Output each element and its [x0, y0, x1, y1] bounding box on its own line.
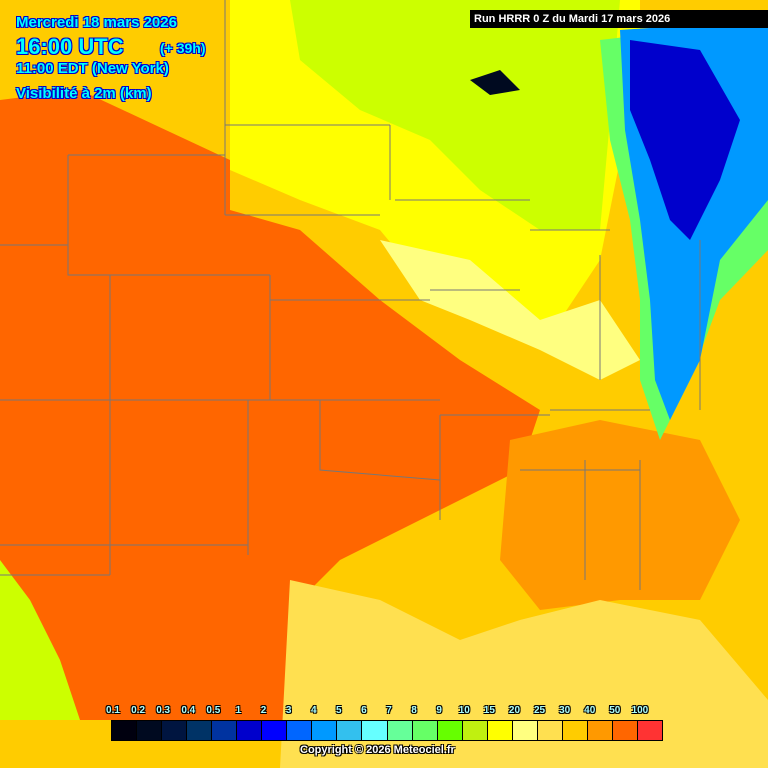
- legend-label: 5: [336, 705, 342, 716]
- legend-label: 0.1: [106, 705, 120, 716]
- legend-swatch: [387, 721, 413, 740]
- legend-swatch: [212, 721, 238, 740]
- field-green-southwest: [0, 560, 80, 720]
- legend-label: 7: [386, 705, 392, 716]
- parameter-title: Visibilité à 2m (km): [16, 85, 152, 102]
- forecast-date: Mercredi 18 mars 2026: [16, 14, 177, 31]
- legend-swatch: [462, 721, 488, 740]
- state-borders: [0, 0, 701, 590]
- legend-label: 9: [436, 705, 442, 716]
- legend-swatch: [362, 721, 388, 740]
- legend-swatch: [537, 721, 563, 740]
- legend-swatch: [337, 721, 363, 740]
- field-orange-southeast: [500, 420, 740, 610]
- legend-swatch: [587, 721, 613, 740]
- legend-swatch: [287, 721, 313, 740]
- legend-label: 6: [361, 705, 367, 716]
- legend-label: 40: [584, 705, 596, 716]
- lake-superior: [470, 70, 520, 95]
- legend-label: 3: [285, 705, 292, 716]
- legend-swatch: [312, 721, 338, 740]
- field-darkblue-east: [630, 40, 740, 240]
- legend-label: 0.2: [131, 705, 146, 716]
- forecast-time-utc: 16:00 UTC: [16, 34, 124, 59]
- copyright: Copyright © 2026 Meteociel.fr: [300, 744, 455, 756]
- legend-swatch: [437, 721, 463, 740]
- field-orange-west: [0, 90, 540, 720]
- legend-label: 100: [631, 705, 649, 716]
- run-label: Run HRRR 0 Z du Mardi 17 mars 2026: [470, 10, 768, 28]
- legend-swatch: [412, 721, 438, 740]
- legend-label: 10: [458, 705, 470, 716]
- legend-swatch: [137, 721, 163, 740]
- legend-swatch: [612, 721, 638, 740]
- legend-swatch: [562, 721, 588, 740]
- legend-label: 30: [559, 705, 571, 716]
- legend-swatch: [262, 721, 288, 740]
- legend-swatch: [112, 721, 138, 740]
- legend-swatch: [487, 721, 513, 740]
- legend-swatch: [162, 721, 188, 740]
- forecast-lead-time: (+ 39h): [160, 40, 206, 56]
- legend-label: 8: [411, 705, 417, 716]
- color-legend: [111, 720, 663, 741]
- legend-label: 2: [260, 705, 267, 716]
- legend-swatch: [637, 721, 663, 740]
- field-green-north: [290, 0, 620, 230]
- legend-label: 20: [508, 705, 521, 716]
- legend-label: 1: [235, 705, 242, 716]
- legend-swatch: [237, 721, 263, 740]
- legend-label: 25: [533, 705, 546, 716]
- field-pale-yellow: [380, 240, 640, 380]
- legend-label: 50: [609, 705, 621, 716]
- legend-swatch: [512, 721, 538, 740]
- legend-label: 0.3: [156, 705, 171, 716]
- forecast-time-local: 11:00 EDT (New York): [16, 60, 169, 77]
- legend-label: 4: [310, 705, 317, 716]
- legend-label: 15: [483, 705, 495, 716]
- legend-label: 0.4: [181, 705, 196, 716]
- legend-swatch: [187, 721, 213, 740]
- legend-label: 0.5: [206, 705, 221, 716]
- legend-labels: 0.1 0.2 0.3 0.4 0.5 1 2 3 4 5 6 7 8 9 10 15 20 25 30 40 50 10…: [100, 705, 675, 719]
